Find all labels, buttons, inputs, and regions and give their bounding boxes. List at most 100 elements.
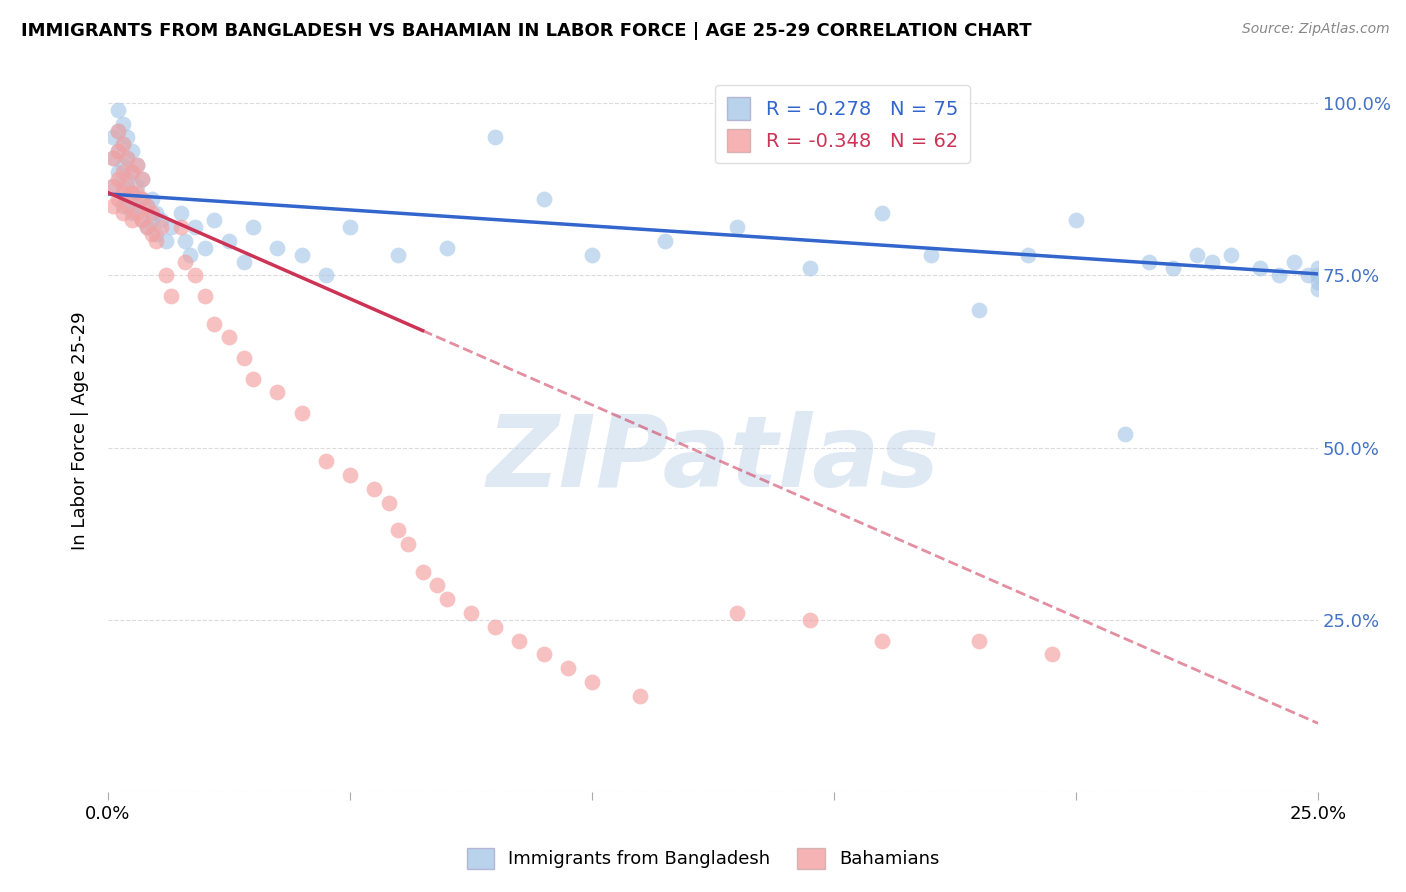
Point: [1064, 213, 1087, 227]
Point: [1308, 261, 1330, 276]
Point: [117, 199, 139, 213]
Point: [484, 620, 506, 634]
Point: [131, 171, 153, 186]
Point: [387, 247, 409, 261]
Legend: Immigrants from Bangladesh, Bahamians: Immigrants from Bangladesh, Bahamians: [460, 840, 946, 876]
Point: [117, 151, 139, 165]
Point: [101, 199, 124, 213]
Point: [145, 234, 167, 248]
Point: [121, 145, 143, 159]
Point: [121, 165, 143, 179]
Point: [1201, 254, 1223, 268]
Point: [107, 123, 129, 137]
Point: [1185, 247, 1208, 261]
Point: [557, 661, 579, 675]
Point: [291, 406, 314, 420]
Point: [141, 193, 163, 207]
Point: [204, 317, 226, 331]
Point: [436, 241, 458, 255]
Point: [125, 158, 148, 172]
Point: [117, 193, 139, 207]
Point: [872, 206, 894, 220]
Point: [107, 145, 129, 159]
Point: [135, 199, 157, 213]
Point: [363, 482, 385, 496]
Point: [101, 178, 124, 193]
Point: [111, 158, 134, 172]
Point: [101, 151, 124, 165]
Point: [266, 241, 288, 255]
Point: [1298, 268, 1320, 283]
Point: [799, 261, 821, 276]
Point: [969, 302, 991, 317]
Point: [107, 123, 129, 137]
Text: IMMIGRANTS FROM BANGLADESH VS BAHAMIAN IN LABOR FORCE | AGE 25-29 CORRELATION CH: IMMIGRANTS FROM BANGLADESH VS BAHAMIAN I…: [21, 22, 1032, 40]
Point: [107, 165, 129, 179]
Point: [155, 234, 177, 248]
Point: [194, 241, 217, 255]
Text: Source: ZipAtlas.com: Source: ZipAtlas.com: [1241, 22, 1389, 37]
Point: [1308, 282, 1330, 296]
Point: [533, 193, 555, 207]
Point: [725, 220, 748, 235]
Point: [131, 193, 153, 207]
Point: [1249, 261, 1271, 276]
Point: [101, 178, 124, 193]
Point: [291, 247, 314, 261]
Point: [581, 247, 603, 261]
Point: [460, 606, 482, 620]
Point: [1308, 268, 1330, 283]
Point: [266, 385, 288, 400]
Point: [111, 117, 134, 131]
Point: [111, 178, 134, 193]
Point: [315, 268, 337, 283]
Point: [484, 130, 506, 145]
Point: [436, 592, 458, 607]
Point: [101, 130, 124, 145]
Point: [1137, 254, 1160, 268]
Point: [396, 537, 419, 551]
Point: [1308, 275, 1330, 289]
Point: [412, 565, 434, 579]
Point: [125, 199, 148, 213]
Point: [232, 254, 254, 268]
Point: [1282, 254, 1305, 268]
Point: [121, 213, 143, 227]
Legend: R = -0.278   N = 75, R = -0.348   N = 62: R = -0.278 N = 75, R = -0.348 N = 62: [716, 86, 970, 163]
Point: [799, 613, 821, 627]
Point: [339, 220, 361, 235]
Point: [131, 213, 153, 227]
Point: [160, 289, 183, 303]
Point: [135, 220, 157, 235]
Point: [387, 524, 409, 538]
Point: [111, 137, 134, 152]
Point: [533, 648, 555, 662]
Point: [194, 289, 217, 303]
Point: [107, 145, 129, 159]
Point: [232, 351, 254, 365]
Point: [654, 234, 676, 248]
Point: [135, 199, 157, 213]
Point: [121, 186, 143, 200]
Point: [131, 171, 153, 186]
Point: [121, 186, 143, 200]
Point: [121, 165, 143, 179]
Point: [107, 171, 129, 186]
Point: [174, 254, 197, 268]
Point: [131, 193, 153, 207]
Point: [184, 220, 207, 235]
Point: [1040, 648, 1063, 662]
Point: [377, 496, 399, 510]
Point: [117, 130, 139, 145]
Point: [141, 206, 163, 220]
Point: [141, 213, 163, 227]
Point: [111, 165, 134, 179]
Point: [169, 220, 191, 235]
Point: [218, 234, 240, 248]
Point: [107, 103, 129, 117]
Point: [184, 268, 207, 283]
Y-axis label: In Labor Force | Age 25-29: In Labor Force | Age 25-29: [72, 311, 89, 549]
Point: [169, 206, 191, 220]
Point: [111, 186, 134, 200]
Point: [125, 186, 148, 200]
